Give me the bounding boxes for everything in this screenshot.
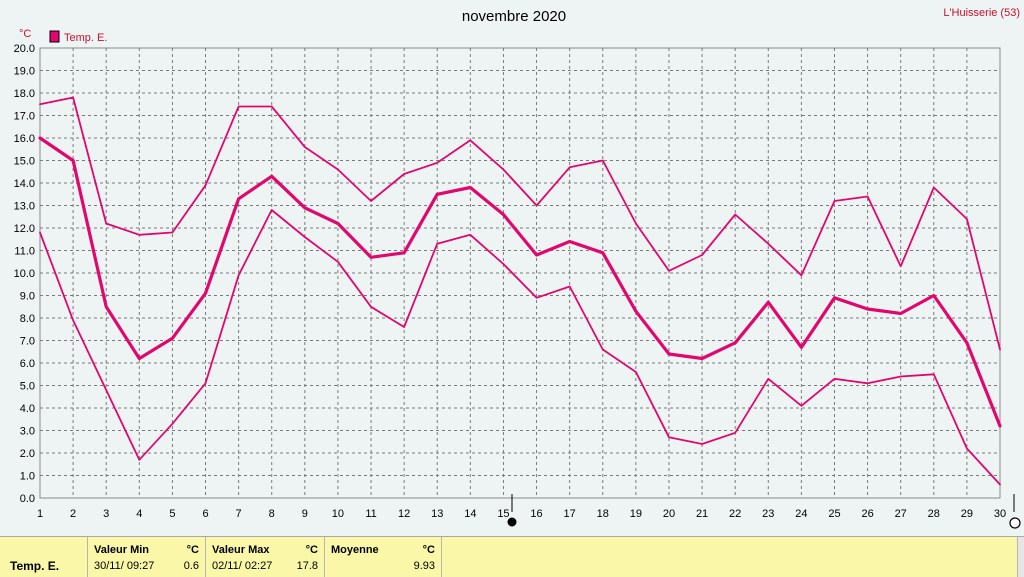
x-tick-label: 9 [302,508,308,520]
y-tick-label: 20.0 [14,43,35,55]
x-tick-label: 10 [332,508,344,520]
x-tick-label: 24 [795,508,807,520]
y-tick-label: 0.0 [20,493,35,505]
x-tick-label: 20 [663,508,675,520]
x-tick-label: 21 [696,508,708,520]
stats-scroll-strip[interactable] [1017,537,1024,577]
y-axis-unit: °C [19,28,31,40]
max-date: 02/11/ 02:27 [212,560,273,572]
x-tick-label: 14 [464,508,476,520]
y-tick-label: 11.0 [14,246,35,258]
mean-label: Moyenne [331,544,379,556]
stats-min-cell: Valeur Min °C 30/11/ 09:27 0.6 [88,537,206,577]
x-tick-label: 6 [202,508,208,520]
max-value: 17.8 [296,560,318,572]
x-tick-label: 30 [994,508,1006,520]
x-tick-label: 23 [762,508,774,520]
y-tick-label: 14.0 [14,178,35,190]
x-tick-label: 12 [398,508,410,520]
x-tick-label: 29 [961,508,973,520]
x-tick-label: 19 [630,508,642,520]
end-marker-icon [1009,517,1021,529]
x-tick-label: 26 [861,508,873,520]
y-tick-label: 15.0 [14,156,35,168]
x-tick-label: 5 [169,508,175,520]
x-tick-label: 8 [269,508,275,520]
legend-swatch [49,30,60,43]
y-tick-label: 12.0 [14,223,35,235]
y-tick-label: 8.0 [20,313,35,325]
x-tick-label: 16 [530,508,542,520]
max-label: Valeur Max [212,544,270,556]
min-unit: °C [186,544,199,556]
y-tick-label: 1.0 [20,471,35,483]
x-axis-markers [507,494,1021,529]
legend-label: Temp. E. [64,32,107,44]
x-tick-label: 28 [928,508,940,520]
series-lines [38,96,1002,486]
min-value: 0.6 [183,560,199,572]
x-tick-label: 1 [37,508,43,520]
min-label: Valeur Min [94,544,150,556]
x-tick-label: 27 [895,508,907,520]
x-tick-label: 11 [365,508,376,520]
series-line-max [39,96,1001,351]
y-axis: 0.0 1.0 2.0 3.0 4.0 5.0 6.0 7.0 8.0 9.0 10.0 11.0 12… [14,43,35,505]
series-line-min [39,209,1001,486]
grid [39,47,1001,499]
stats-row-label: Temp. E. [10,559,60,573]
x-tick-label: 18 [597,508,609,520]
max-unit: °C [305,544,318,556]
y-tick-label: 2.0 [20,448,35,460]
x-tick-label: 13 [431,508,443,520]
x-axis: 1 2 3 4 5 6 7 8 9 10 11 12 13 14 15 16 17 18 19 20 21 22 23 24 2… [37,508,1006,520]
x-tick-label: 17 [564,508,576,520]
x-tick-label: 2 [70,508,76,520]
y-tick-label: 3.0 [20,426,35,438]
y-tick-label: 5.0 [20,381,35,393]
x-tick-label: 4 [136,508,142,520]
temperature-chart: novembre 2020 L'Huisserie (53) °C Temp. … [14,7,1021,529]
y-tick-label: 10.0 [14,268,35,280]
y-tick-label: 7.0 [20,336,35,348]
station-label: L'Huisserie (53) [943,7,1020,19]
stats-max-cell: Valeur Max °C 02/11/ 02:27 17.8 [206,537,325,577]
mean-unit: °C [422,544,435,556]
y-tick-label: 9.0 [20,291,35,303]
min-date: 30/11/ 09:27 [94,560,155,572]
x-tick-label: 25 [828,508,840,520]
y-tick-label: 13.0 [14,201,35,213]
x-tick-label: 15 [497,508,509,520]
stats-panel: Temp. E. Valeur Min °C 30/11/ 09:27 0.6 … [0,536,1024,577]
y-tick-label: 6.0 [20,358,35,370]
x-tick-label: 3 [103,508,109,520]
x-tick-label: 7 [236,508,242,520]
current-marker-icon [507,517,517,527]
stats-row-label-cell: Temp. E. [0,537,88,577]
mean-value: 9.93 [413,560,435,572]
y-tick-label: 16.0 [14,133,35,145]
stats-mean-cell: Moyenne °C 9.93 [325,537,442,577]
y-tick-label: 4.0 [20,403,35,415]
y-tick-label: 17.0 [14,111,35,123]
chart-title: novembre 2020 [462,8,566,25]
series-line-mean [38,136,1002,428]
y-tick-label: 19.0 [14,66,35,78]
x-tick-label: 22 [729,508,741,520]
y-tick-label: 18.0 [14,88,35,100]
